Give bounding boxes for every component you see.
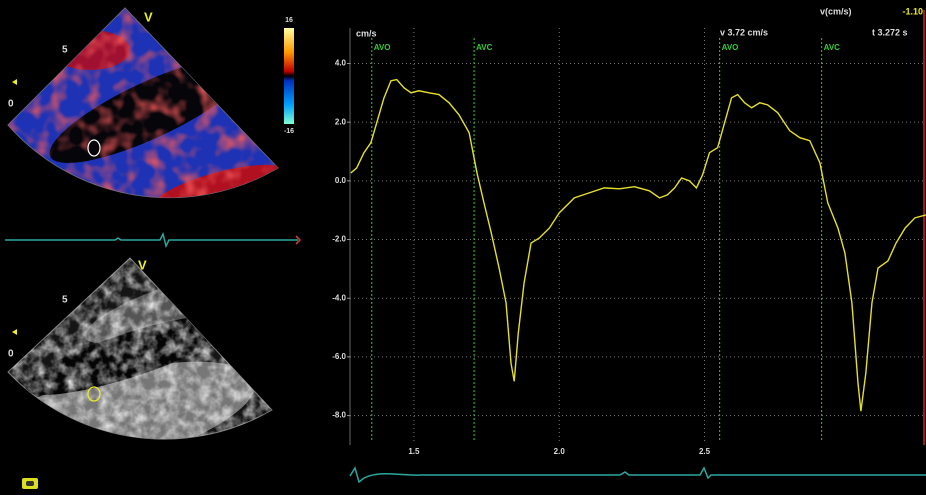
y-tick-label: 0.0	[335, 176, 347, 185]
velocity-line	[351, 80, 926, 412]
readout-velocity: v 3.72 cm/s	[720, 27, 768, 37]
y-tick-label: -2.0	[332, 235, 346, 244]
b-mode-image: V 5 0	[0, 250, 300, 495]
y-tick-label: -4.0	[332, 293, 346, 302]
event-label: AVO	[374, 43, 391, 52]
depth-label: 0	[8, 99, 14, 110]
y-tick-label: -6.0	[332, 352, 346, 361]
color-scale-min: -16	[284, 128, 294, 135]
y-tick-label: -8.0	[332, 411, 346, 420]
x-tick-label: 2.5	[699, 447, 711, 456]
cursor-label: v(cm/s)	[820, 6, 852, 16]
x-tick-label: 1.5	[408, 447, 420, 456]
event-label: AVC	[824, 43, 841, 52]
screen: 16 -16 V 5 0 V 5 0 cm/s v 3.72 cm/s t 3.…	[0, 0, 926, 495]
marker: V	[144, 9, 153, 24]
y-tick-label: 2.0	[335, 117, 347, 126]
y-axis-label: cm/s	[356, 28, 377, 38]
readout-time: t 3.272 s	[872, 27, 908, 37]
event-label: AVC	[476, 43, 493, 52]
marker: V	[138, 257, 147, 272]
x-tick-label: 2.0	[554, 447, 566, 456]
cursor-value: -1.10	[902, 6, 923, 16]
event-label: AVO	[722, 43, 739, 52]
depth-label: 5	[62, 295, 68, 306]
depth-label: 0	[8, 349, 14, 360]
color-doppler-image: 16 -16 V 5 0	[0, 0, 300, 240]
y-tick-label: 4.0	[335, 59, 347, 68]
color-scale-max: 16	[285, 17, 293, 24]
depth-label: 5	[62, 45, 68, 56]
